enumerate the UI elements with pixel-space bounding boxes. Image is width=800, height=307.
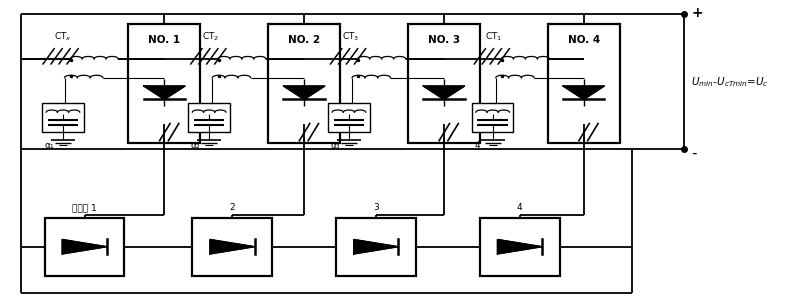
- Polygon shape: [354, 239, 398, 254]
- Text: CT$_1$: CT$_1$: [486, 30, 503, 43]
- Polygon shape: [283, 86, 325, 99]
- Text: NO. 3: NO. 3: [428, 34, 460, 45]
- Text: CT$_x$: CT$_x$: [54, 30, 72, 43]
- Bar: [328, 103, 370, 132]
- Polygon shape: [144, 86, 185, 99]
- Text: α₁: α₁: [45, 141, 54, 150]
- Text: CT$_2$: CT$_2$: [202, 30, 219, 43]
- Bar: [472, 103, 514, 132]
- Text: NO. 2: NO. 2: [288, 34, 320, 45]
- Bar: [45, 218, 125, 276]
- Bar: [42, 103, 84, 132]
- Text: NO. 1: NO. 1: [148, 34, 181, 45]
- Text: 4: 4: [517, 204, 522, 212]
- Bar: [336, 218, 416, 276]
- Text: 3: 3: [373, 204, 379, 212]
- Polygon shape: [498, 239, 542, 254]
- Bar: [192, 218, 272, 276]
- Text: α₃: α₃: [330, 141, 340, 150]
- Polygon shape: [62, 239, 107, 254]
- Text: α₂: α₂: [190, 141, 200, 150]
- Text: NO. 4: NO. 4: [567, 34, 600, 45]
- Text: +: +: [691, 6, 703, 20]
- Text: -: -: [691, 146, 697, 161]
- Text: 4: 4: [474, 141, 480, 150]
- Text: 2: 2: [230, 204, 235, 212]
- Text: 辅助桑 1: 辅助桑 1: [72, 204, 97, 212]
- Bar: [188, 103, 230, 132]
- Polygon shape: [423, 86, 465, 99]
- Polygon shape: [563, 86, 605, 99]
- Bar: [408, 24, 480, 143]
- Bar: [268, 24, 340, 143]
- Bar: [548, 24, 620, 143]
- Bar: [480, 218, 560, 276]
- Bar: [129, 24, 200, 143]
- Polygon shape: [210, 239, 254, 254]
- Text: U$_{min}$-U$_{cT min}$=U$_{c}$: U$_{min}$-U$_{cT min}$=U$_{c}$: [691, 75, 770, 89]
- Text: CT$_3$: CT$_3$: [342, 30, 359, 43]
